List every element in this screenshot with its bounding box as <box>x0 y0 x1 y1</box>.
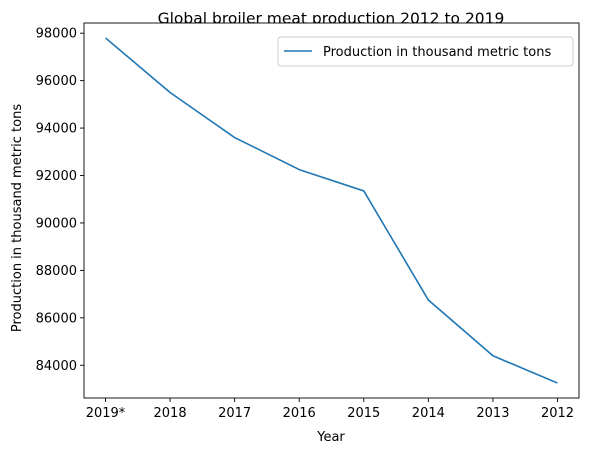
y-tick-label: 98000 <box>36 27 77 42</box>
legend-label: Production in thousand metric tons <box>323 45 551 60</box>
plot-area <box>84 23 579 398</box>
x-tick-label: 2012 <box>541 406 574 421</box>
y-tick-label: 84000 <box>36 359 77 374</box>
x-axis-label: Year <box>316 430 345 445</box>
y-tick-label: 96000 <box>36 74 77 89</box>
y-tick-label: 88000 <box>36 264 77 279</box>
series-line-production <box>104 37 558 384</box>
x-tick-label: 2019* <box>86 406 126 421</box>
y-axis-ticks: 84000 86000 88000 90000 92000 94000 96000 98000 <box>36 27 84 374</box>
y-tick-label: 90000 <box>36 216 77 231</box>
y-tick-label: 86000 <box>36 311 77 326</box>
y-axis-label: Production in thousand metric tons <box>10 104 25 332</box>
y-tick-label: 94000 <box>36 122 77 137</box>
x-tick-label: 2018 <box>154 406 187 421</box>
x-tick-label: 2014 <box>412 406 445 421</box>
plot-frame <box>83 22 580 399</box>
x-tick-label: 2015 <box>347 406 380 421</box>
x-tick-label: 2013 <box>476 406 509 421</box>
legend-box <box>277 36 574 67</box>
y-tick-label: 92000 <box>36 169 77 184</box>
legend: Production in thousand metric tons <box>277 36 574 67</box>
x-axis-ticks: 2019* 2018 2017 2016 2015 2014 2013 2012 <box>86 398 574 421</box>
x-tick-label: 2016 <box>283 406 316 421</box>
x-tick-label: 2017 <box>218 406 251 421</box>
